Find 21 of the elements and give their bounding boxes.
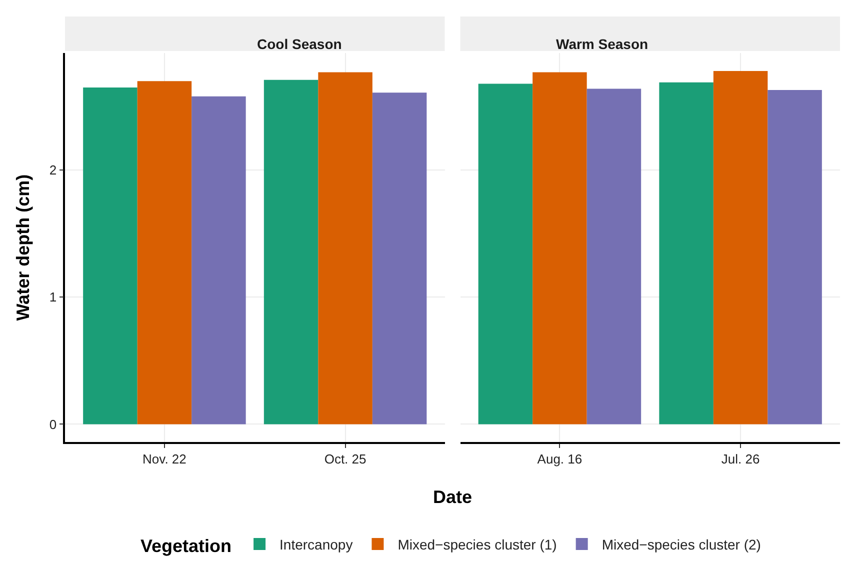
x-tick-label: Aug. 16 bbox=[537, 451, 582, 466]
legend-label: Mixed−species cluster (1) bbox=[398, 536, 557, 552]
legend-label: Intercanopy bbox=[280, 536, 353, 552]
bar bbox=[318, 72, 372, 424]
chart-title: Cool Season bbox=[257, 36, 342, 52]
x-tick-label: Jul. 26 bbox=[721, 451, 760, 466]
y-tick-label: 0 bbox=[49, 416, 57, 432]
bar bbox=[192, 96, 246, 424]
y-tick-label: 1 bbox=[49, 290, 57, 305]
x-tick-label: Nov. 22 bbox=[142, 451, 186, 466]
y-axis-title: Water depth (cm) bbox=[13, 174, 34, 321]
bar bbox=[264, 80, 318, 424]
legend-label: Mixed−species cluster (2) bbox=[602, 536, 761, 552]
chart-title: Warm Season bbox=[556, 36, 648, 52]
bar bbox=[83, 88, 138, 424]
bar bbox=[137, 81, 192, 424]
x-tick-label: Oct. 25 bbox=[324, 451, 366, 466]
legend-title: Vegetation bbox=[140, 536, 232, 556]
bar bbox=[372, 92, 427, 424]
y-tick-label: 2 bbox=[49, 162, 57, 178]
x-axis-title: Date bbox=[433, 487, 472, 507]
